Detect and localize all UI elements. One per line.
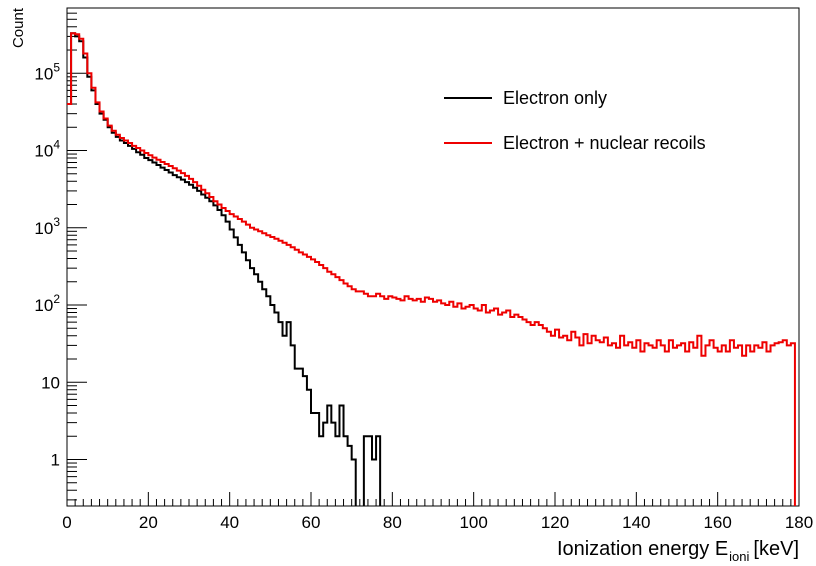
axis-ticks: [66, 7, 800, 506]
x-tick-label: 160: [703, 513, 731, 532]
x-tick-label: 80: [383, 513, 402, 532]
series-layer: [67, 32, 796, 506]
axis-tick-labels: 0 20 40 60 80 100 120 140 160 180 1 10 102 103 104 105: [34, 60, 813, 532]
y-tick-label: 105: [34, 60, 60, 83]
y-tick-label: 103: [34, 215, 60, 238]
x-tick-label: 0: [62, 513, 71, 532]
y-axis-title: Count: [10, 7, 27, 48]
y-tick-label: 102: [34, 292, 60, 315]
series-line-electron-only: [67, 32, 382, 506]
x-tick-label: 40: [220, 513, 239, 532]
plot-frame: [66, 7, 800, 507]
x-tick-label: 120: [541, 513, 569, 532]
x-tick-label: 140: [622, 513, 650, 532]
y-tick-label: 104: [34, 138, 60, 161]
x-axis-title-subscript: ioni: [729, 549, 749, 564]
x-tick-label: 60: [302, 513, 321, 532]
y-tick-label: 10: [41, 373, 60, 392]
series-line-electron-nuclear-recoils: [67, 32, 796, 506]
legend-label-electron-only: Electron only: [503, 88, 607, 108]
y-tick-label: 1: [51, 450, 60, 469]
x-tick-label: 180: [785, 513, 813, 532]
x-axis-title-unit: [keV]: [753, 538, 799, 560]
legend: Electron only Electron + nuclear recoils: [444, 88, 706, 153]
x-axis-title-main: Ionization energy E: [557, 538, 728, 560]
x-tick-label: 20: [139, 513, 158, 532]
x-axis-title: Ionization energy Eioni [keV]: [557, 538, 799, 564]
legend-label-electron-nuclear: Electron + nuclear recoils: [503, 133, 706, 153]
x-tick-label: 100: [459, 513, 487, 532]
